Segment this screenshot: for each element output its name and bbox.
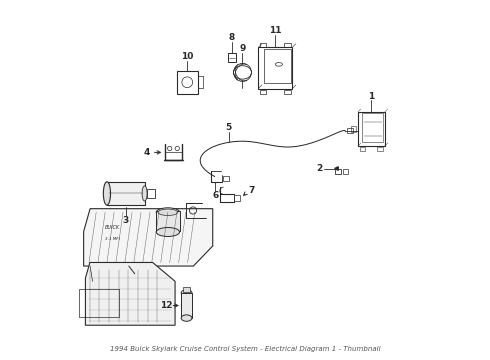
Polygon shape xyxy=(84,209,213,266)
Ellipse shape xyxy=(181,290,192,296)
Text: 4: 4 xyxy=(144,148,150,157)
Ellipse shape xyxy=(142,186,147,201)
Bar xyxy=(264,49,291,83)
Ellipse shape xyxy=(156,228,179,237)
Polygon shape xyxy=(335,167,338,170)
Bar xyxy=(284,43,291,47)
Text: 6: 6 xyxy=(212,190,219,199)
Bar xyxy=(258,47,293,89)
Bar xyxy=(362,113,383,141)
Bar xyxy=(351,126,356,132)
Bar xyxy=(223,176,229,181)
Text: 12: 12 xyxy=(160,301,172,310)
Bar xyxy=(147,189,155,198)
Bar xyxy=(360,147,366,150)
Text: 3: 3 xyxy=(122,216,129,225)
Ellipse shape xyxy=(156,208,179,217)
Text: 1: 1 xyxy=(368,91,374,100)
Ellipse shape xyxy=(158,209,178,216)
Bar xyxy=(107,182,145,205)
Text: 5: 5 xyxy=(226,123,232,132)
Bar xyxy=(228,53,236,62)
Bar xyxy=(181,293,192,318)
Bar xyxy=(177,71,197,94)
Text: 3.1 MFI: 3.1 MFI xyxy=(105,237,120,241)
Bar xyxy=(284,90,291,94)
Text: 8: 8 xyxy=(229,33,235,42)
Text: 2: 2 xyxy=(317,164,323,173)
Bar xyxy=(260,43,266,47)
Bar xyxy=(79,289,119,318)
Bar xyxy=(183,287,190,292)
Bar xyxy=(347,128,353,133)
Polygon shape xyxy=(85,262,175,325)
Ellipse shape xyxy=(103,182,111,205)
Text: 1994 Buick Skylark Cruise Control System - Electrical Diagram 1 - Thumbnail: 1994 Buick Skylark Cruise Control System… xyxy=(110,346,380,352)
Bar xyxy=(197,76,203,88)
Bar xyxy=(260,90,266,94)
Bar xyxy=(335,168,342,174)
Text: 11: 11 xyxy=(269,26,282,35)
Text: 7: 7 xyxy=(248,186,255,195)
Bar xyxy=(156,211,179,231)
Bar xyxy=(377,147,383,150)
Ellipse shape xyxy=(181,315,192,321)
Text: 9: 9 xyxy=(239,44,245,53)
Text: 10: 10 xyxy=(181,52,194,61)
Bar xyxy=(234,195,240,201)
Bar xyxy=(358,112,385,146)
Bar xyxy=(343,168,347,174)
Text: BUICK: BUICK xyxy=(105,225,120,230)
